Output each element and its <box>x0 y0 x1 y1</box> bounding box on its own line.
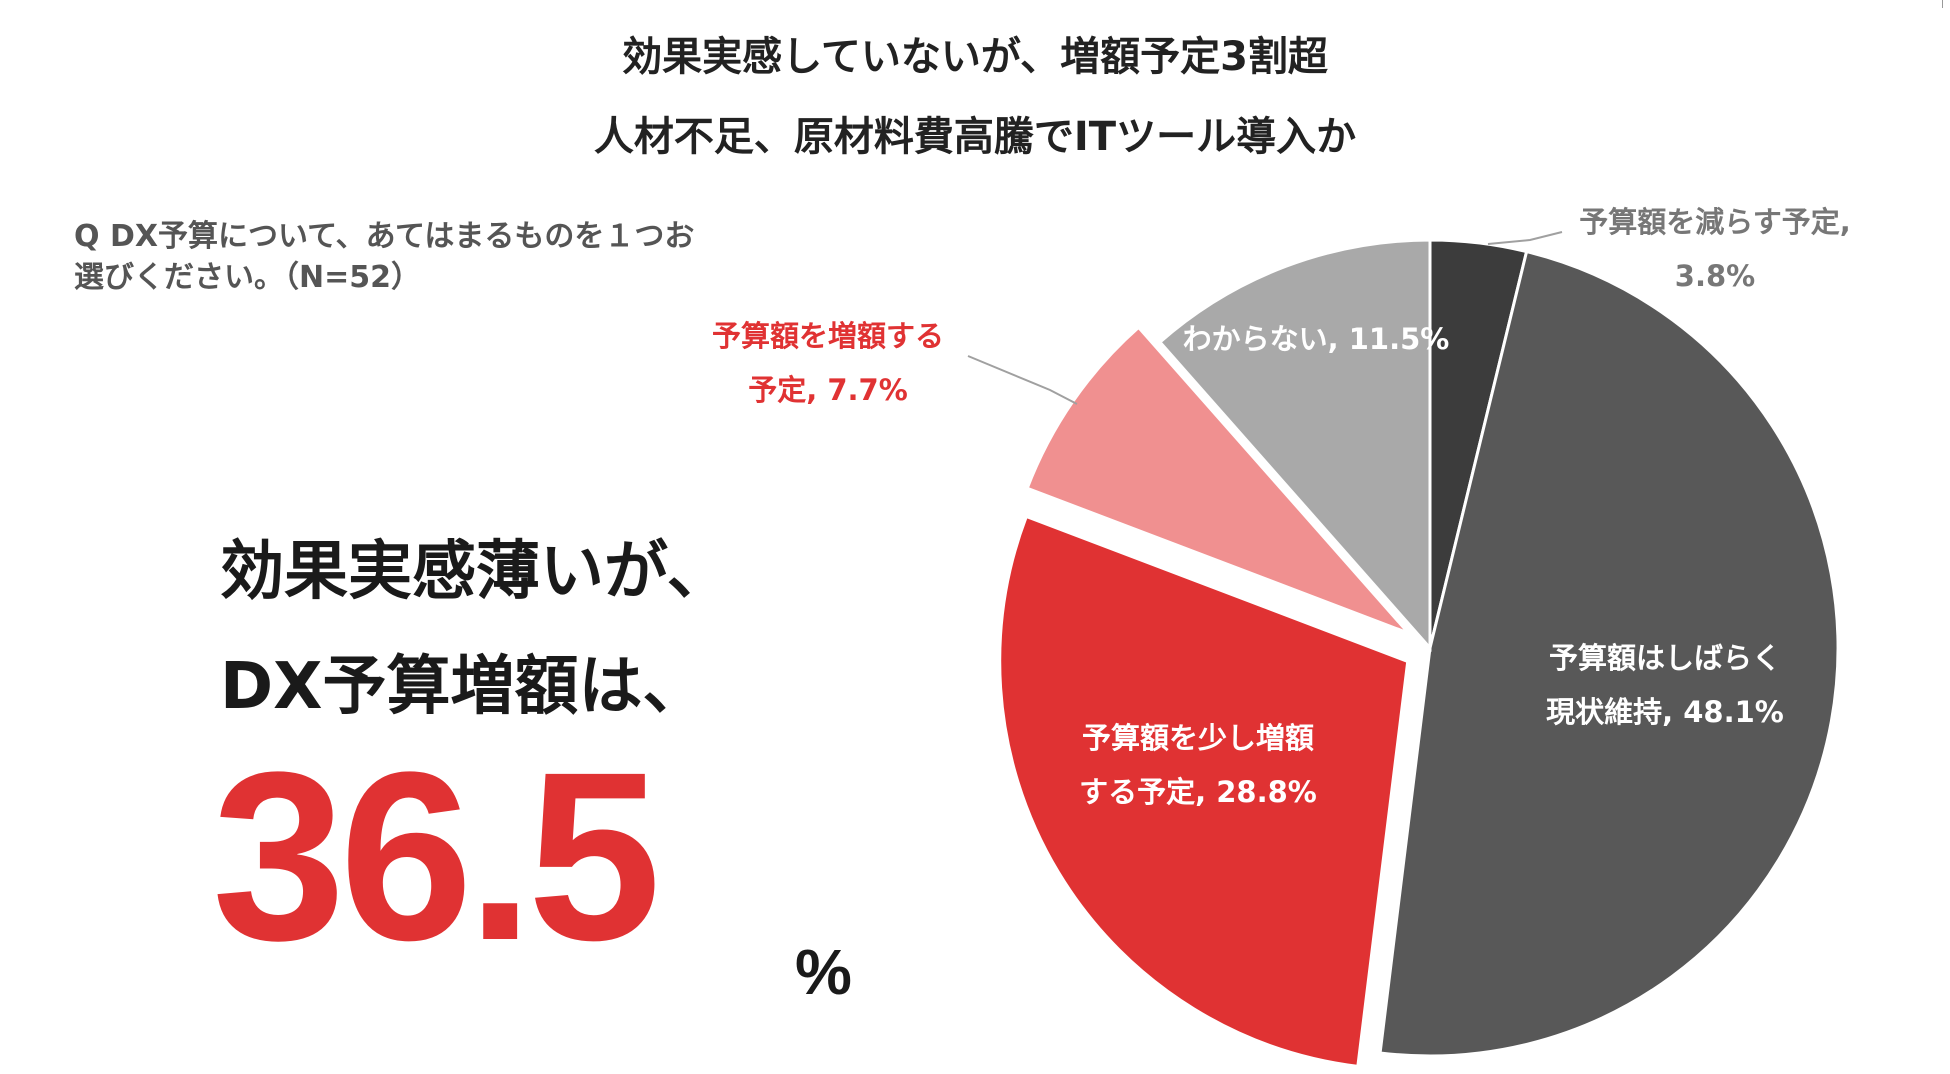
survey-question-line-2: 選びください。（N=52） <box>74 260 421 295</box>
survey-question-line-1: Q DX予算について、あてはまるものを１つお <box>74 219 695 254</box>
slice-label-3: 予算額を増額する予定, 7.7% <box>712 319 944 407</box>
slice-label-3-line-0: 予算額を増額する <box>712 319 944 353</box>
slice-label-0: 予算額を減らす予定, 3.8% <box>1579 205 1850 293</box>
pie-labels: 予算額を減らす予定, 3.8% 予算額はしばらく現状維持, 48.1% 予算額を少し増… <box>712 205 1851 809</box>
slice-label-0-line-0: 予算額を減らす予定, <box>1579 205 1850 239</box>
slice-label-1: 予算額はしばらく現状維持, 48.1% <box>1546 641 1784 729</box>
slice-label-0-line-1: 3.8% <box>1675 259 1755 293</box>
pie-slices <box>998 238 1840 1069</box>
headline-line-1: 効果実感していないが、増額予定3割超 <box>622 34 1328 80</box>
leader-line-0 <box>1487 231 1563 245</box>
pie-slice-2 <box>998 514 1410 1069</box>
callout-line-2: DX予算増額は、 <box>220 650 707 724</box>
slice-label-1-line-0: 予算額はしばらく <box>1549 641 1781 675</box>
pie-slice-1 <box>1378 249 1840 1058</box>
slice-label-2: 予算額を少し増額する予定, 28.8% <box>1079 721 1317 809</box>
headline-line-2: 人材不足、原材料費高騰でITツール導入か <box>593 114 1357 160</box>
corner-tick-mark <box>1942 0 1943 8</box>
callout-percentage-value: 36.5 <box>212 722 661 990</box>
slice-label-4: わからない, 11.5% <box>1183 322 1450 356</box>
slice-label-2-line-1: する予定, 28.8% <box>1079 775 1317 809</box>
leader-line-3 <box>967 355 1078 405</box>
slice-label-2-line-0: 予算額を少し増額 <box>1082 721 1314 755</box>
callout-percentage-unit: % <box>795 936 852 1008</box>
callout-line-1: 効果実感薄いが、 <box>220 535 731 609</box>
slice-label-4-line-0: わからない, 11.5% <box>1183 322 1450 356</box>
slice-label-1-line-1: 現状維持, 48.1% <box>1546 695 1784 729</box>
pie-slice-4 <box>1157 238 1432 652</box>
slice-label-3-line-1: 予定, 7.7% <box>748 373 908 407</box>
survey-question: Q DX予算について、あてはまるものを１つお 選びください。（N=52） <box>74 216 794 298</box>
